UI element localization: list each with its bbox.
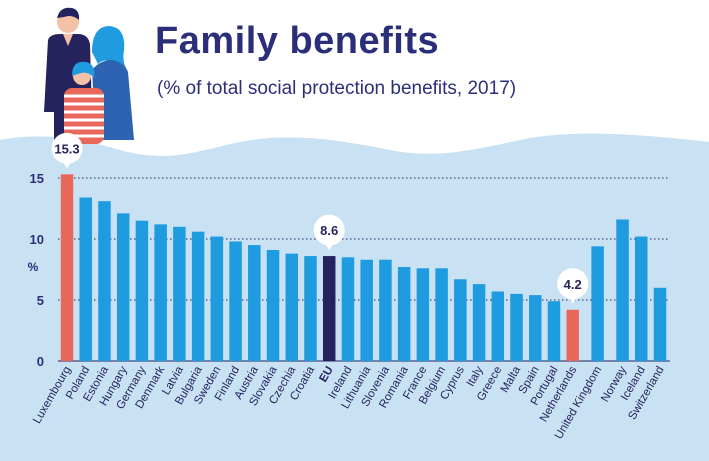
bar-romania: [397, 267, 411, 361]
bar-belgium: [435, 268, 448, 361]
y-tick-label: 15: [30, 171, 44, 186]
data-label-pointer: [324, 242, 335, 251]
bar-sweden: [210, 236, 224, 361]
bar-spain: [529, 295, 542, 361]
y-tick-label: 10: [30, 232, 44, 247]
bar-norway: [616, 219, 629, 361]
bar-czechia: [285, 253, 299, 361]
data-label: 4.2: [564, 277, 582, 292]
bar-lithuania: [360, 259, 373, 361]
bar-latvia: [173, 226, 186, 361]
bar-hungary: [116, 213, 130, 361]
data-label: 15.3: [54, 141, 79, 156]
bar-greece: [491, 291, 505, 361]
bar-denmark: [154, 224, 167, 361]
data-label-pointer: [62, 160, 72, 169]
bar-france: [416, 268, 430, 361]
y-tick-label: 5: [37, 293, 44, 308]
bar-finland: [229, 241, 242, 361]
bar-italy: [472, 284, 486, 361]
bar-estonia: [98, 201, 111, 361]
bar-eu: [322, 256, 336, 361]
family-icon: [44, 7, 134, 150]
bar-malta: [510, 293, 523, 361]
y-axis-label: %: [28, 260, 39, 274]
data-label: 8.6: [320, 223, 338, 238]
bar-germany: [135, 220, 149, 361]
page-title: Family benefits: [155, 20, 440, 62]
bar-cyprus: [454, 279, 467, 361]
bar-slovenia: [379, 259, 392, 361]
bar-poland: [79, 197, 92, 361]
bar-united-kingdom: [591, 246, 604, 361]
data-label-pointer: [567, 295, 578, 304]
wave-background: [0, 133, 709, 461]
bar-netherlands: [566, 309, 579, 361]
bar-slovakia: [266, 249, 280, 361]
bar-iceland: [635, 236, 648, 361]
y-tick-label: 0: [37, 354, 44, 369]
bar-austria: [248, 245, 261, 361]
bar-bulgaria: [191, 231, 205, 361]
bar-ireland: [341, 257, 355, 361]
bar-portugal: [547, 301, 561, 361]
bar-croatia: [304, 256, 317, 361]
page-subtitle: (% of total social protection benefits, …: [157, 78, 517, 99]
bar-switzerland: [653, 287, 667, 361]
bar-luxembourg: [60, 174, 74, 361]
